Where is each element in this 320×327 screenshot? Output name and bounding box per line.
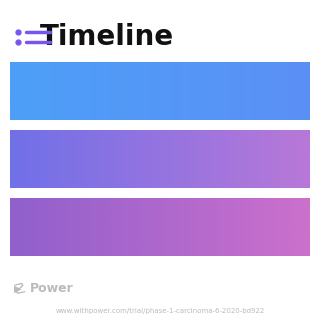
Wedge shape <box>301 198 310 207</box>
Wedge shape <box>10 111 19 120</box>
Bar <box>300 178 310 188</box>
Wedge shape <box>10 247 19 256</box>
Wedge shape <box>301 111 310 120</box>
Text: Varies: Varies <box>251 151 298 166</box>
Bar <box>300 198 310 208</box>
Text: up to 36 months: up to 36 months <box>172 219 298 234</box>
Wedge shape <box>10 198 19 207</box>
Wedge shape <box>10 62 19 71</box>
Wedge shape <box>10 198 19 207</box>
Text: ☡: ☡ <box>13 282 27 297</box>
Wedge shape <box>10 179 19 188</box>
Wedge shape <box>301 130 310 139</box>
Bar <box>10 110 20 120</box>
Wedge shape <box>10 179 19 188</box>
Text: Treatment ~: Treatment ~ <box>30 151 126 166</box>
Bar <box>10 198 20 208</box>
Wedge shape <box>10 130 19 139</box>
Bar <box>10 62 20 72</box>
Wedge shape <box>10 62 19 71</box>
Wedge shape <box>301 198 310 207</box>
Bar <box>300 110 310 120</box>
Text: 3 weeks: 3 weeks <box>235 83 298 98</box>
Bar <box>10 178 20 188</box>
Text: www.withpower.com/trial/phase-1-carcinoma-6-2020-bd922: www.withpower.com/trial/phase-1-carcinom… <box>55 308 265 314</box>
Wedge shape <box>301 247 310 256</box>
Bar <box>300 62 310 72</box>
Wedge shape <box>301 62 310 71</box>
Text: Screening ~: Screening ~ <box>30 83 124 98</box>
Wedge shape <box>301 130 310 139</box>
Bar <box>300 246 310 256</box>
Text: D: D <box>14 282 26 296</box>
Text: Power: Power <box>30 283 74 296</box>
Text: Timeline: Timeline <box>40 23 174 51</box>
Bar <box>10 246 20 256</box>
Bar <box>300 130 310 140</box>
Text: ▶: ▶ <box>14 284 21 294</box>
Wedge shape <box>301 179 310 188</box>
Bar <box>10 130 20 140</box>
Wedge shape <box>10 130 19 139</box>
Wedge shape <box>301 62 310 71</box>
Wedge shape <box>301 111 310 120</box>
Text: Follow ups ~: Follow ups ~ <box>30 219 128 234</box>
Wedge shape <box>10 247 19 256</box>
Wedge shape <box>301 179 310 188</box>
Wedge shape <box>301 247 310 256</box>
Wedge shape <box>10 111 19 120</box>
